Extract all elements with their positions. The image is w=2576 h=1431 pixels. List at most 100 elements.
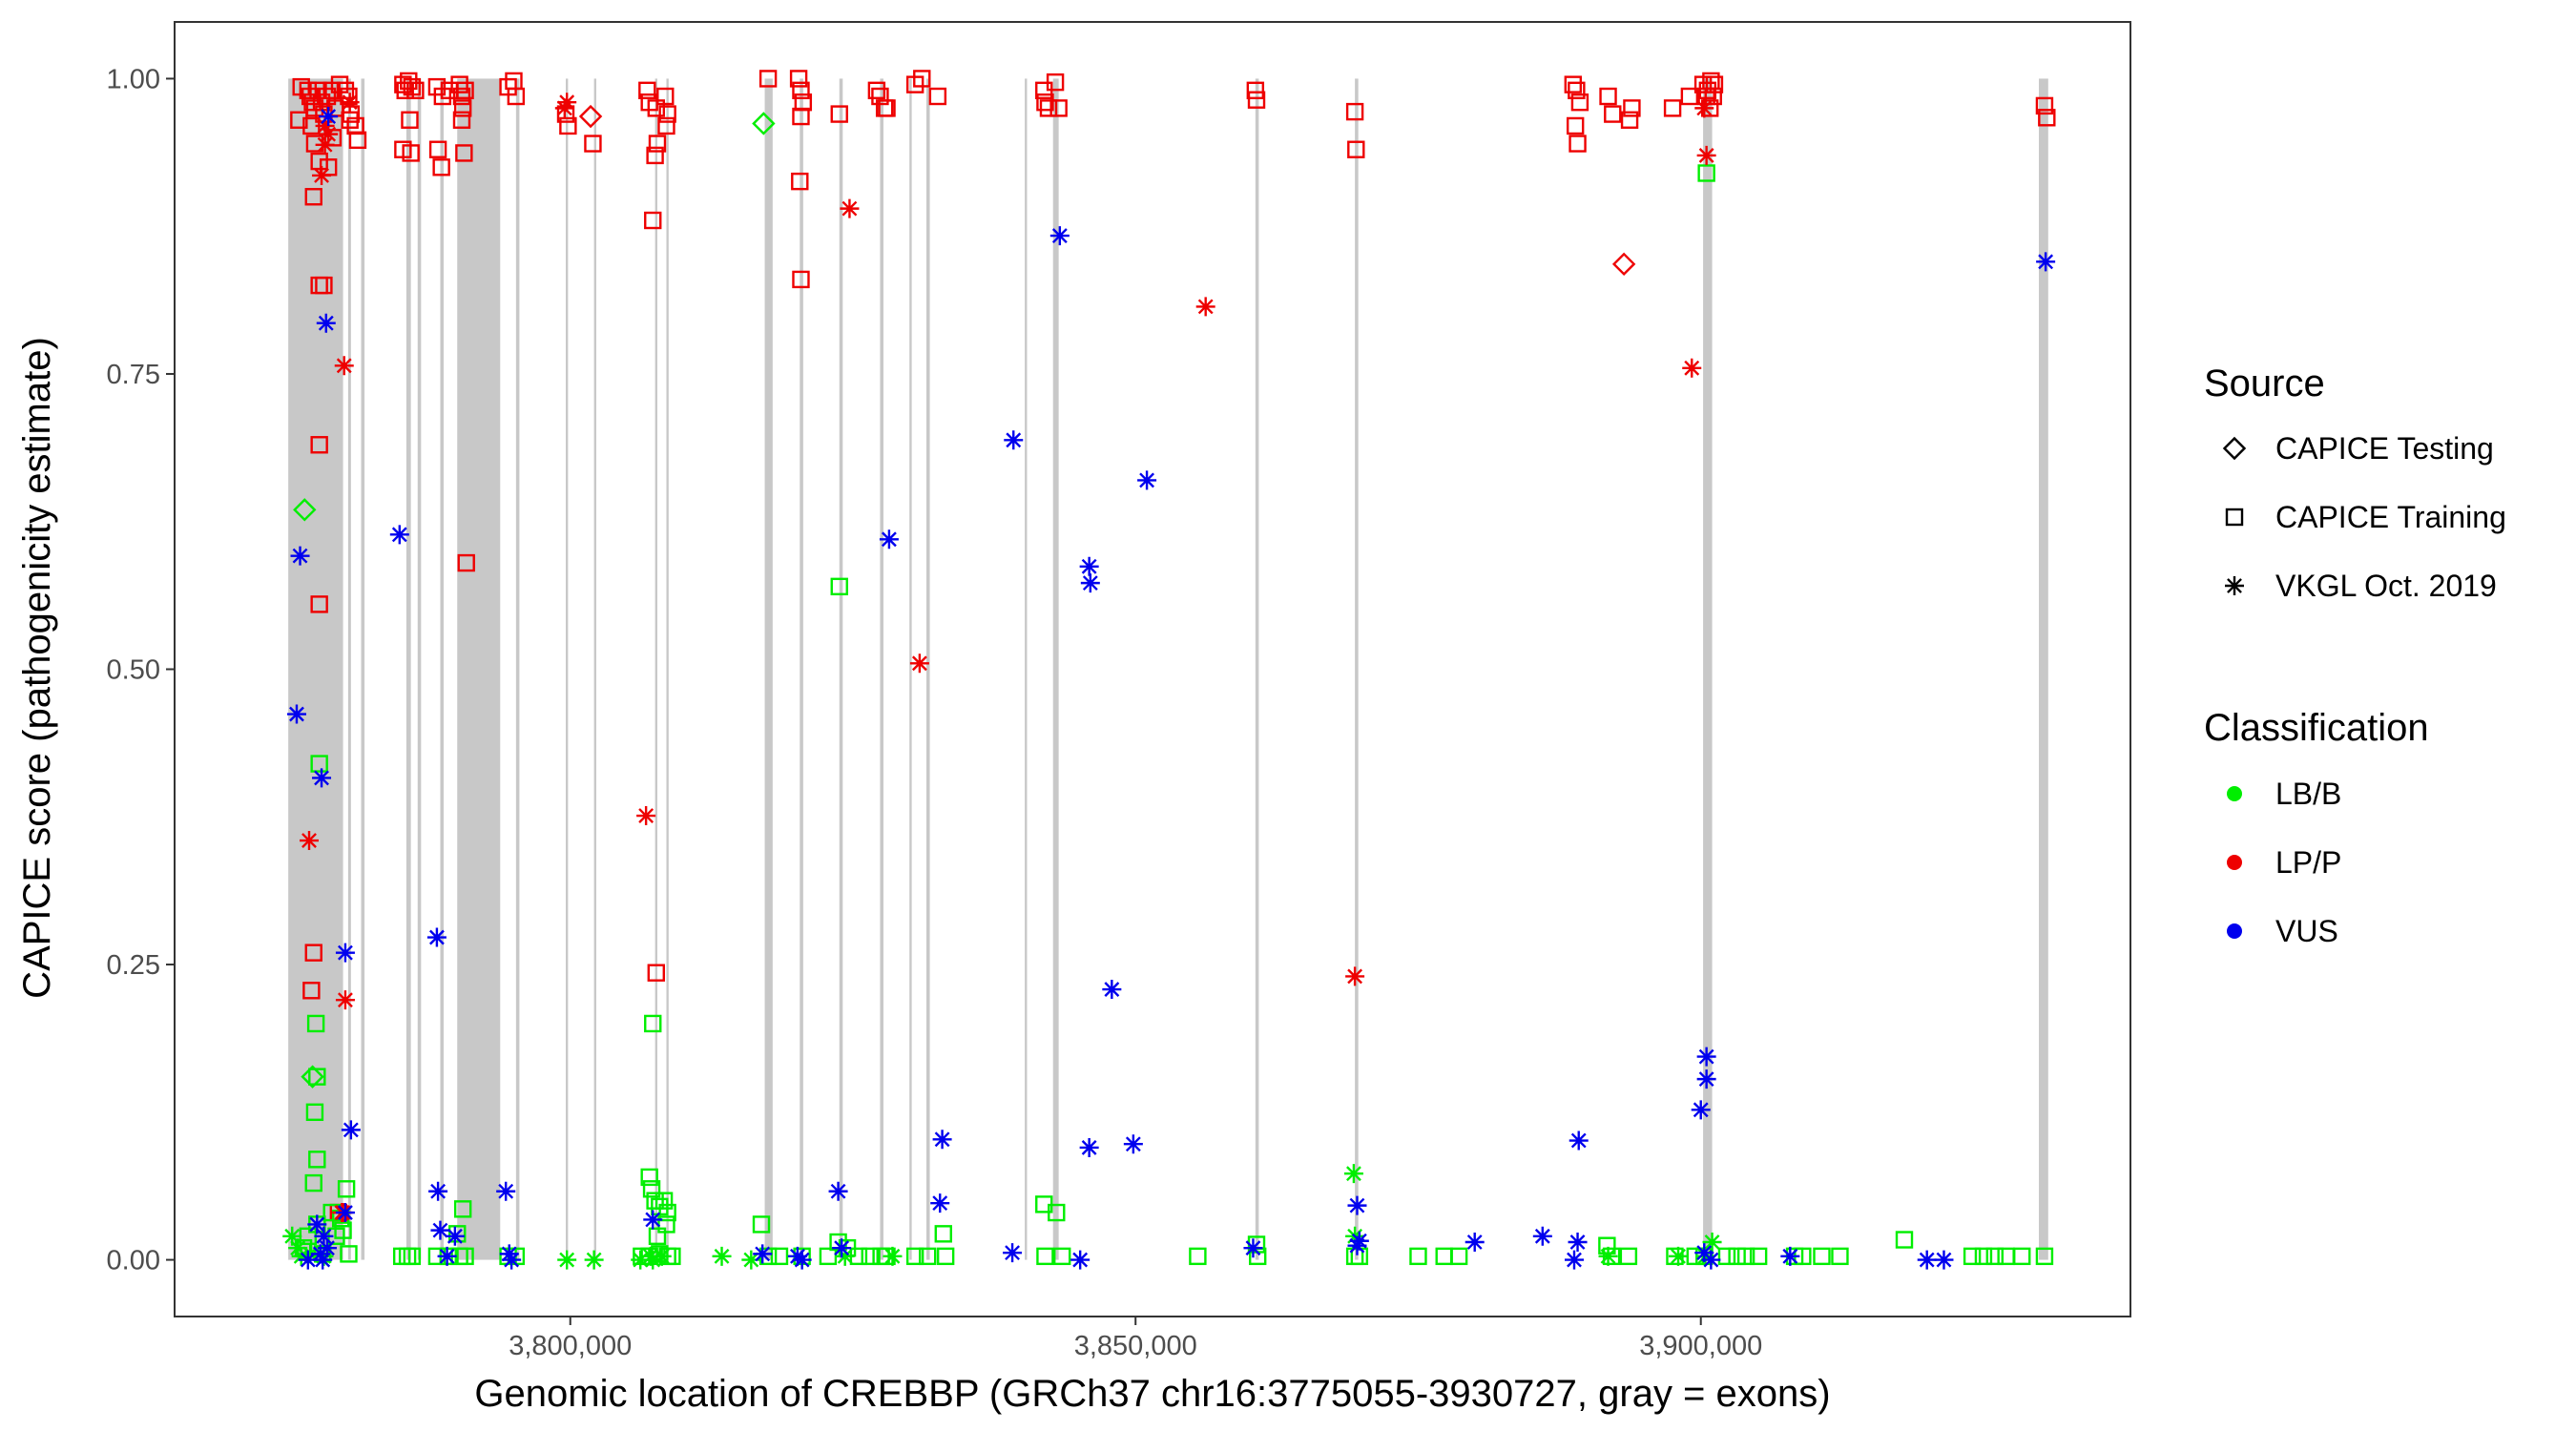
- legend-label: VUS: [2275, 914, 2338, 948]
- data-point: [840, 198, 860, 218]
- exon-band: [566, 78, 569, 1260]
- exon-band: [1355, 78, 1359, 1260]
- data-point: [557, 1250, 577, 1270]
- exon-band: [764, 78, 773, 1260]
- data-point: [1345, 102, 1364, 121]
- data-point: [758, 70, 778, 88]
- data-point: [830, 577, 848, 596]
- x-tick-label: 3,850,000: [1074, 1331, 1197, 1361]
- data-point: [1570, 93, 1589, 112]
- data-point: [578, 104, 603, 129]
- data-point: [315, 115, 335, 135]
- data-point: [656, 87, 675, 106]
- exon-band: [839, 78, 843, 1260]
- data-point: [453, 1200, 472, 1218]
- data-point: [787, 1246, 807, 1266]
- data-point: [1349, 1231, 1369, 1251]
- data-point: [452, 87, 471, 106]
- data-point: [293, 498, 317, 522]
- data-point: [299, 81, 318, 100]
- data-point: [312, 768, 332, 788]
- data-point: [1619, 1247, 1638, 1266]
- y-tick-label: 0.75: [107, 360, 160, 390]
- data-point: [1564, 1250, 1584, 1270]
- data-point: [1568, 81, 1586, 100]
- y-tick-label: 0.50: [107, 655, 160, 686]
- data-point: [1611, 252, 1636, 277]
- data-point: [1347, 1235, 1367, 1255]
- y-axis-title: CAPICE score (pathogenicity estimate): [16, 337, 58, 999]
- data-points: [282, 70, 2056, 1270]
- data-point: [389, 525, 409, 545]
- data-point: [314, 1226, 334, 1246]
- data-point: [310, 755, 328, 773]
- y-tick-label: 0.00: [107, 1246, 160, 1276]
- data-point: [307, 1214, 327, 1234]
- data-point: [2035, 96, 2054, 115]
- data-point: [835, 1246, 855, 1266]
- data-point: [1934, 1250, 1954, 1270]
- data-point: [499, 1244, 519, 1264]
- data-point: [644, 211, 662, 230]
- data-point: [1780, 1246, 1800, 1266]
- data-point: [644, 1014, 662, 1033]
- data-point: [658, 105, 676, 123]
- data-point: [428, 140, 447, 158]
- data-point: [300, 831, 320, 851]
- data-point: [341, 1120, 361, 1140]
- data-point: [1049, 99, 1068, 117]
- data-point: [878, 99, 896, 117]
- data-point: [1137, 470, 1157, 490]
- exon-band: [654, 78, 657, 1260]
- data-point: [290, 546, 310, 566]
- data-point: [301, 1065, 324, 1089]
- legend-key-asterisk: [2225, 576, 2244, 595]
- data-point: [643, 1250, 663, 1270]
- data-point: [559, 116, 577, 135]
- data-point: [1189, 1247, 1207, 1266]
- data-point: [584, 135, 602, 153]
- data-point: [557, 93, 577, 113]
- data-point: [304, 188, 322, 206]
- data-point: [934, 1225, 952, 1243]
- data-point: [502, 1250, 522, 1270]
- data-point: [654, 1192, 674, 1210]
- data-point: [310, 595, 328, 613]
- data-point: [1195, 297, 1215, 317]
- data-point: [631, 1250, 651, 1270]
- data-point: [319, 124, 339, 144]
- data-point: [936, 1247, 955, 1266]
- legend-title-source: Source: [2204, 363, 2325, 404]
- y-tick-label: 0.25: [107, 950, 160, 981]
- data-point: [1974, 1247, 1993, 1266]
- data-point: [789, 70, 808, 88]
- data-point: [879, 529, 899, 550]
- data-point: [1917, 1250, 1937, 1270]
- data-point: [1963, 1247, 1982, 1266]
- exon-band: [361, 78, 365, 1260]
- data-point: [1717, 1247, 1736, 1266]
- exon-band: [666, 78, 669, 1260]
- data-point: [1568, 1233, 1588, 1252]
- axes: 0.00 0.25 0.50 0.75 1.00 3,800,000 3,850,000 3,…: [107, 64, 1763, 1361]
- data-point: [792, 270, 810, 289]
- data-point: [752, 1215, 771, 1234]
- data-point: [1696, 1047, 1716, 1067]
- data-point: [1895, 1231, 1914, 1249]
- data-point: [1048, 1203, 1066, 1222]
- data-point: [791, 172, 809, 191]
- exon-band: [2039, 78, 2048, 1260]
- data-point: [448, 1225, 467, 1243]
- exon-band: [457, 78, 501, 1260]
- data-point: [432, 158, 450, 176]
- exon-band: [1255, 78, 1259, 1260]
- exon-band: [1703, 78, 1713, 1260]
- data-point: [1749, 1247, 1768, 1266]
- data-point: [453, 99, 472, 117]
- data-point: [335, 943, 355, 963]
- data-point: [712, 1246, 732, 1266]
- data-point: [905, 1247, 924, 1266]
- data-point: [430, 1220, 450, 1240]
- data-point: [291, 1246, 311, 1266]
